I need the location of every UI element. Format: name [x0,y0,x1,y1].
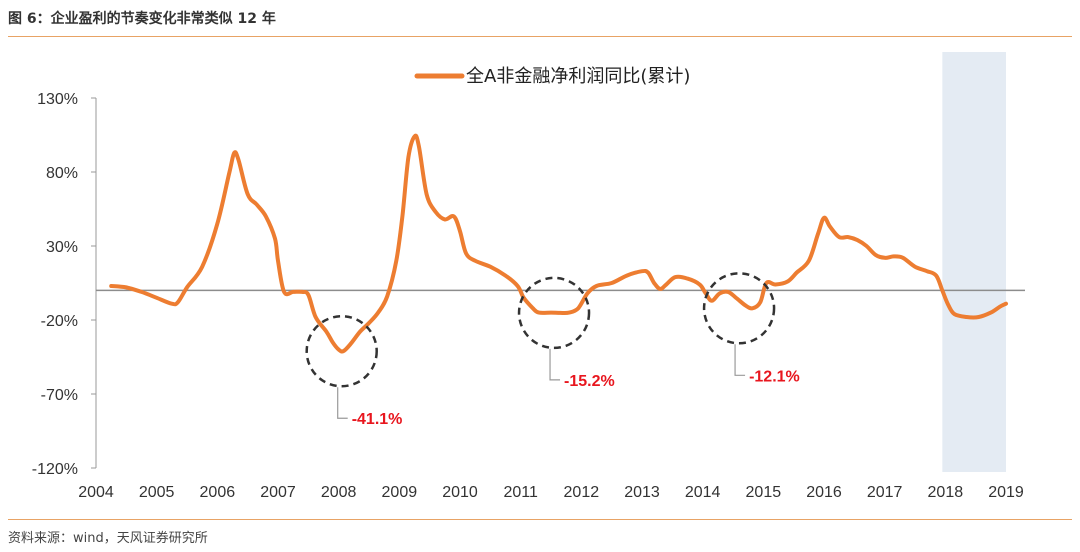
legend-label: 全A非金融净利润同比(累计) [466,66,690,87]
x-tick-label: 2006 [200,484,236,501]
callout-circle [517,276,591,350]
figure-title: 图 6：企业盈利的节奏变化非常类似 12 年 [8,11,276,27]
x-tick-label: 2016 [806,484,842,501]
top-rule [8,36,1072,37]
callout-layer: -41.1% -15.2% -12.1% [305,272,800,428]
callout-leader [549,348,561,381]
x-tick-label: 2005 [139,484,175,501]
x-tick-label: 2017 [867,484,903,501]
callout-label: -12.1% [749,368,800,385]
x-tick-label: 2019 [988,484,1024,501]
x-tick-label: 2007 [260,484,296,501]
y-tick-label: -70% [41,387,78,404]
x-tick-label: 2018 [928,484,964,501]
series-layer [109,133,1008,354]
x-tick-label: 2011 [503,484,538,501]
x-tick-label: 2013 [624,484,660,501]
y-tick-labels: 130% 80% 30% -20% -70% -120% [32,91,96,478]
callout-circle [305,314,378,388]
callout-leader [734,344,746,376]
y-tick-label: -20% [41,313,78,330]
legend: 全A非金融净利润同比(累计) [414,66,690,87]
x-tick-label: 2010 [442,484,478,501]
callout-circle [702,272,776,345]
callout-label: -15.2% [564,373,615,390]
source-note: 资料来源：wind，天风证券研究所 [8,531,208,546]
series-line [109,133,1008,354]
x-tick-label: 2009 [382,484,418,501]
x-tick-label: 2014 [685,484,721,501]
bottom-rule [8,519,1072,520]
callout-leader [337,387,348,419]
x-tick-label: 2012 [564,484,600,501]
y-tick-label: 130% [37,91,78,108]
x-tick-labels: 2004 2005 2006 2007 2008 2009 2010 2011 2012 2013… [78,484,1024,501]
y-tick-label: 30% [46,239,78,256]
y-tick-label: -120% [32,461,78,478]
x-tick-label: 2015 [746,484,782,501]
y-tick-label: 80% [46,165,78,182]
line-chart: 130% 80% 30% -20% -70% -120% 2004 2005 2006 2007… [32,52,1025,501]
axes [95,98,1025,468]
x-tick-label: 2008 [321,484,357,501]
x-tick-label: 2004 [78,484,114,501]
callout-label: -41.1% [352,411,403,428]
shaded-period [942,52,1006,472]
